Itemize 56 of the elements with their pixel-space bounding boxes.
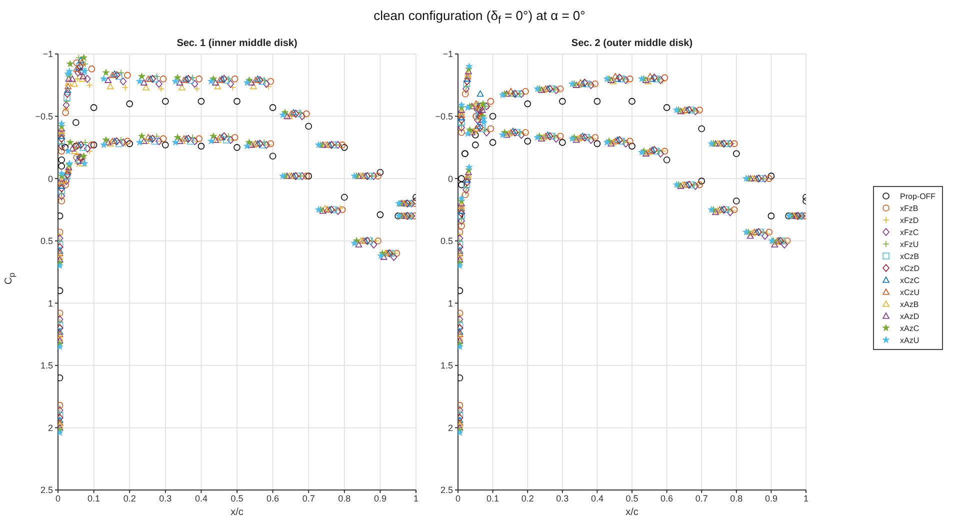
y-tick-label: 1	[48, 298, 53, 308]
x-axis-title: x/c	[230, 507, 244, 518]
y-tick-label: −1	[442, 49, 453, 60]
legend-label: xCzC	[900, 276, 920, 284]
legend-label: xCzD	[900, 264, 920, 272]
x-tick-label: 0.5	[230, 493, 244, 504]
legend-label: xFzU	[900, 240, 919, 248]
legend-label: xCzB	[900, 252, 920, 260]
x-tick-label: 0.1	[88, 493, 100, 504]
legend-label: xFzD	[900, 216, 919, 224]
x-tick-label: 0	[55, 493, 61, 504]
x-tick-label: 0.8	[338, 493, 351, 504]
y-tick-label: 2	[448, 422, 453, 433]
y-tick-label: 2	[48, 422, 53, 433]
y-tick-label: 1	[448, 298, 453, 308]
x-tick-label: 0	[455, 493, 461, 504]
y-tick-label: 0.5	[440, 236, 453, 246]
x-tick-label: 0.2	[123, 493, 136, 504]
legend-label: xAzC	[900, 324, 920, 332]
x-tick-label: 0.6	[266, 493, 280, 504]
y-tick-label: 1.5	[40, 360, 53, 371]
x-tick-label: 0.1	[486, 493, 500, 504]
x-tick-label: 0.6	[660, 493, 674, 504]
legend-label: xAzD	[900, 312, 920, 320]
x-axis-title: x/c	[624, 507, 640, 518]
y-tick-label: 1.5	[440, 360, 453, 371]
x-tick-label: 0.4	[590, 493, 604, 504]
legend-label: xAzU	[900, 336, 920, 344]
x-tick-label: 1	[803, 493, 809, 504]
y-tick-label: −1	[42, 49, 53, 60]
legend-label: xFzC	[900, 228, 919, 236]
x-tick-label: 0.7	[302, 493, 315, 504]
x-tick-label: 0.9	[764, 493, 778, 504]
y-tick-label: 0	[448, 174, 453, 184]
x-tick-label: 0.5	[626, 493, 638, 504]
y-tick-label: −0.5	[435, 111, 453, 122]
y-tick-label: −0.5	[35, 111, 53, 122]
legend-label: xCzU	[900, 288, 920, 296]
y-tick-label: 0.5	[40, 236, 53, 246]
x-tick-label: 0.3	[159, 493, 172, 504]
x-tick-label: 0.4	[194, 493, 208, 504]
x-tick-label: 0.2	[521, 493, 534, 504]
x-tick-label: 0.8	[730, 493, 743, 504]
legend-label: xAzB	[900, 300, 919, 308]
y-tick-label: 2.5	[40, 485, 53, 496]
x-tick-label: 0.7	[695, 493, 708, 504]
y-tick-label: 0	[48, 174, 53, 184]
x-tick-label: 1	[413, 493, 419, 504]
x-tick-label: 0.9	[374, 493, 386, 504]
chart-title: Sec. 2 (outer middle disk)	[570, 38, 694, 49]
y-tick-label: 2.5	[440, 485, 453, 496]
x-tick-label: 0.3	[556, 493, 569, 504]
legend-label: Prop-OFF	[900, 192, 936, 200]
text: clean configuration (δ$_{f}$ = 0°) at α = 0°	[372, 8, 586, 27]
chart-title: Sec. 1 (inner middle disk)	[176, 38, 298, 49]
legend-label: xFzB	[900, 204, 918, 212]
